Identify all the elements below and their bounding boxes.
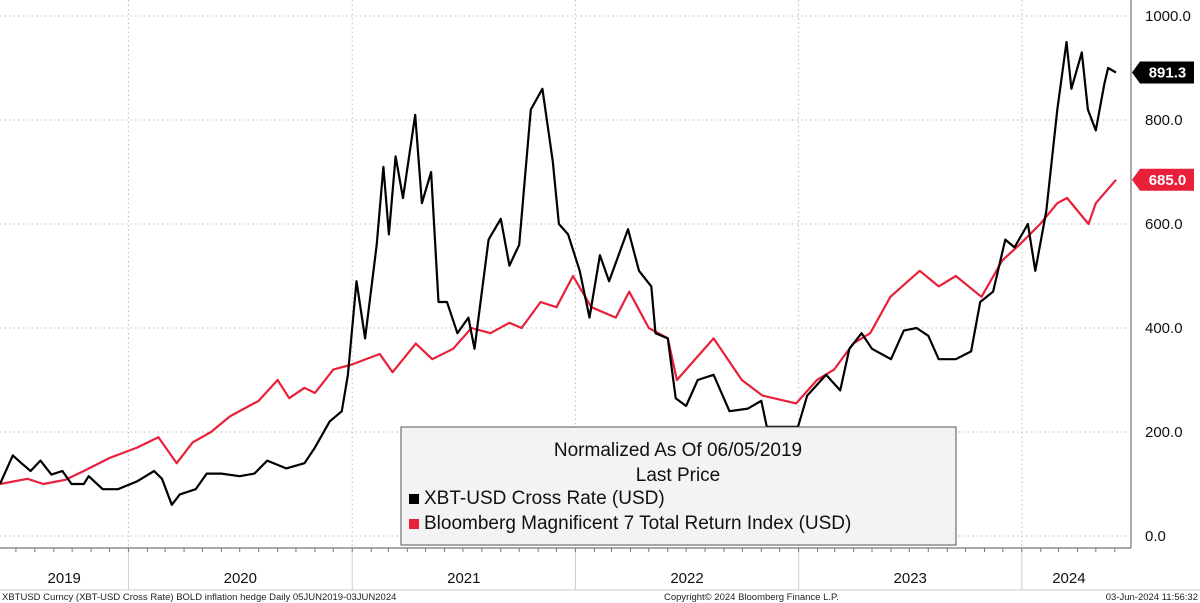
- y-tick-label: 1000.0: [1145, 8, 1191, 25]
- last-value-tag-mag7-label: 685.0: [1149, 172, 1187, 189]
- axes: 0.0 200.0 400.0 600.0 800.0 1000.0 2019 2020 202…: [0, 0, 1191, 590]
- last-value-tag-xbt-label: 891.3: [1149, 65, 1187, 82]
- x-tick-label: 2019: [48, 570, 81, 587]
- grid-lines: [0, 0, 1131, 548]
- last-value-tag-mag7-shape: [1132, 168, 1194, 191]
- footer-copyright: Copyright© 2024 Bloomberg Finance L.P.: [664, 592, 839, 603]
- legend-title: Normalized As Of 06/05/2019: [554, 440, 802, 461]
- x-tick-label: 2020: [224, 570, 257, 587]
- x-tick-label: 2021: [447, 570, 480, 587]
- legend-swatch-xbt: [409, 494, 419, 504]
- x-tick-label: 2023: [894, 570, 927, 587]
- series-line-xbt: [0, 40, 1117, 506]
- legend-swatch-mag7: [409, 519, 419, 529]
- series-lines: [0, 40, 1117, 506]
- footer-description: XBTUSD Curncy (XBT-USD Cross Rate) BOLD …: [2, 592, 396, 603]
- y-tick-label: 400.0: [1145, 320, 1183, 337]
- x-tick-label: 2022: [670, 570, 703, 587]
- x-tick-label: 2024: [1052, 570, 1085, 587]
- legend-subtitle: Last Price: [636, 465, 720, 486]
- y-tick-label: 0.0: [1145, 528, 1166, 545]
- legend-box: [400, 426, 957, 546]
- last-value-tag-mag7: 685.0: [1132, 168, 1194, 191]
- y-tick-label: 200.0: [1145, 424, 1183, 441]
- last-value-tag-xbt-shape: [1132, 61, 1194, 84]
- last-value-tag-xbt: 891.3: [1132, 61, 1194, 84]
- legend-label-xbt: XBT-USD Cross Rate (USD): [424, 488, 665, 509]
- legend-label-mag7: Bloomberg Magnificent 7 Total Return Ind…: [424, 513, 851, 534]
- y-tick-label: 600.0: [1145, 216, 1183, 233]
- y-tick-label: 800.0: [1145, 112, 1183, 129]
- series-line-mag7: [0, 179, 1117, 486]
- legend: Normalized As Of 06/05/2019 Last Price X…: [400, 426, 957, 546]
- footer-timestamp: 03-Jun-2024 11:56:32: [1106, 592, 1198, 603]
